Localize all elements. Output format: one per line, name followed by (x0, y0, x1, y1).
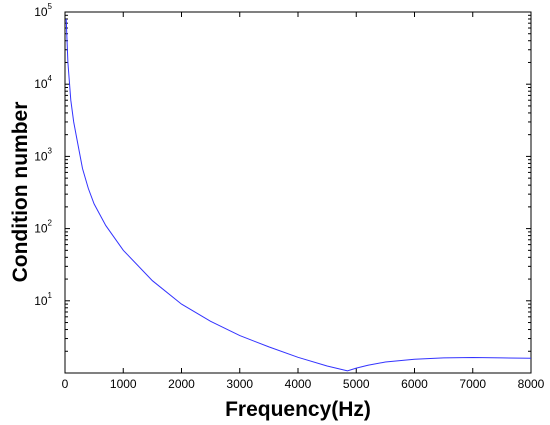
y-axis: 101 102 103 104 105 (34, 2, 531, 352)
x-tick-label: 0 (62, 377, 69, 391)
x-axis: 0 1000 2000 3000 4000 5000 6000 7000 8000 (62, 12, 545, 391)
y-tick-label: 104 (34, 74, 52, 91)
x-tick-label: 7000 (459, 377, 486, 391)
y-tick-label: 101 (34, 291, 52, 308)
plot-area (64, 11, 532, 374)
condition-number-line (65, 18, 532, 372)
y-axis-title: Condition number (9, 102, 32, 283)
y-tick-label: 102 (34, 219, 52, 236)
y-tick-label: 105 (34, 2, 52, 19)
y-tick-label: 103 (34, 146, 52, 163)
x-tick-label: 8000 (518, 377, 545, 391)
x-tick-label: 2000 (168, 377, 195, 391)
x-tick-label: 5000 (343, 377, 370, 391)
x-tick-label: 4000 (285, 377, 312, 391)
x-axis-title: Frequency(Hz) (225, 398, 371, 421)
x-tick-label: 1000 (110, 377, 137, 391)
x-tick-label: 3000 (226, 377, 253, 391)
x-tick-label: 6000 (401, 377, 428, 391)
